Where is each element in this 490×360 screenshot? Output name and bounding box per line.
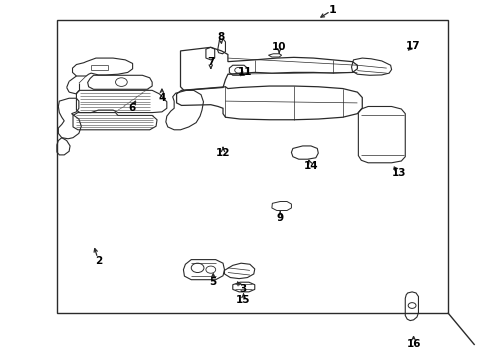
Text: 9: 9 [277,213,284,222]
Text: 12: 12 [216,148,230,158]
Text: 7: 7 [207,57,215,67]
Text: 11: 11 [238,67,252,77]
Text: 17: 17 [406,41,421,50]
Text: 14: 14 [304,161,318,171]
Text: 4: 4 [158,93,166,103]
Text: 3: 3 [239,284,246,294]
Text: 5: 5 [210,277,217,287]
Text: 2: 2 [95,256,102,266]
Text: 16: 16 [406,339,421,349]
Text: 10: 10 [272,42,287,52]
Text: 8: 8 [217,32,224,41]
Text: 6: 6 [128,103,135,113]
Text: 1: 1 [329,5,337,15]
Text: 15: 15 [236,295,251,305]
Text: 13: 13 [392,168,406,178]
